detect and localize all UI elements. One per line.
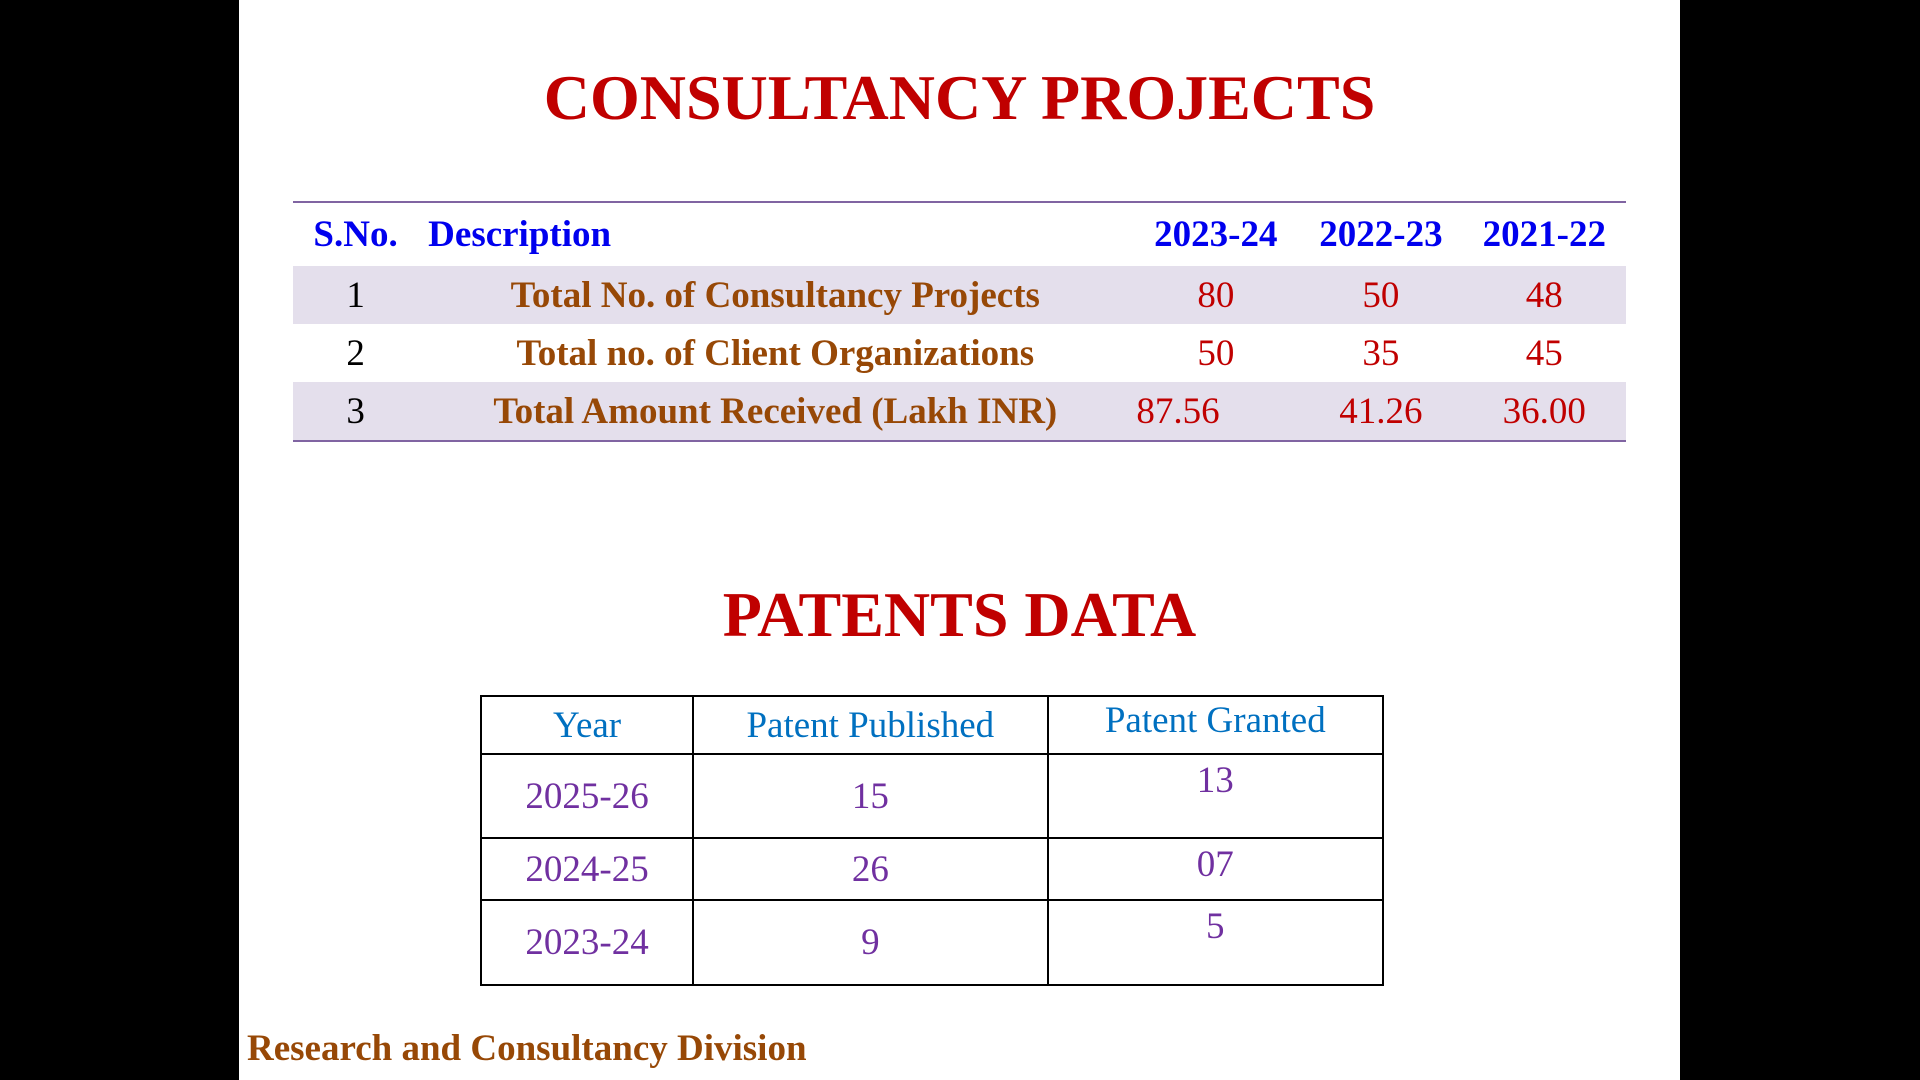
consultancy-header-row: S.No. Description 2023-24 2022-23 2021-2…	[293, 202, 1626, 266]
row-year: 2024-25	[479, 837, 695, 901]
row-published: 9	[692, 899, 1049, 986]
row-value-2021-22: 48	[1462, 266, 1626, 324]
row-description: Total No. of Consultancy Projects	[418, 266, 1133, 324]
row-published: 15	[692, 753, 1049, 839]
patents-title: PATENTS DATA	[722, 579, 1197, 650]
row-value-2023-24: 50	[1197, 332, 1235, 374]
row-published: 26	[692, 837, 1049, 901]
header-sno: S.No.	[313, 214, 398, 255]
row-sno: 1	[293, 266, 419, 324]
header-description: Description	[428, 214, 612, 255]
header-2023-24: 2023-24	[1154, 214, 1278, 255]
header-2022-23: 2022-23	[1319, 214, 1443, 255]
row-sno: 3	[293, 382, 419, 441]
header-year: Year	[479, 695, 695, 755]
patents-header-row: Year Patent Published Patent Granted	[479, 695, 1385, 755]
header-patent-published: Patent Published	[692, 695, 1049, 755]
row-value-2023-24: 80	[1132, 266, 1300, 324]
slide: CONSULTANCY PROJECTS S.No. Description 2…	[239, 0, 1680, 1080]
table-row: 2023-24 9 5	[479, 899, 1385, 986]
row-value-2022-23: 35	[1362, 332, 1400, 374]
row-value-2021-22: 36.00	[1462, 382, 1626, 441]
row-value-2021-22: 45	[1525, 332, 1563, 374]
table-row: 2025-26 15 13	[479, 753, 1385, 839]
table-row: 2 Total no. of Client Organizations 50 3…	[293, 324, 1626, 382]
row-value-2022-23: 41.26	[1299, 382, 1463, 441]
table-row: 1 Total No. of Consultancy Projects 80 5…	[293, 266, 1626, 324]
row-value-2022-23: 50	[1299, 266, 1463, 324]
footer-division: Research and Consultancy Division	[247, 1028, 807, 1069]
row-granted: 13	[1046, 753, 1385, 839]
row-granted: 5	[1046, 899, 1385, 986]
header-patent-granted: Patent Granted	[1046, 695, 1385, 755]
row-year: 2025-26	[479, 753, 695, 839]
row-description: Total Amount Received (Lakh INR)	[418, 382, 1133, 441]
row-granted: 07	[1046, 837, 1385, 901]
row-value-2023-24: 87.56	[1132, 382, 1300, 441]
header-2021-22: 2021-22	[1482, 214, 1606, 255]
table-row: 3 Total Amount Received (Lakh INR) 87.56…	[293, 382, 1626, 441]
row-year: 2023-24	[479, 899, 695, 986]
table-row: 2024-25 26 07	[479, 837, 1385, 901]
row-sno: 2	[346, 332, 365, 374]
row-description: Total no. of Client Organizations	[516, 332, 1035, 374]
patents-table: Year Patent Published Patent Granted 202…	[479, 695, 1385, 986]
consultancy-title: CONSULTANCY PROJECTS	[543, 62, 1376, 133]
consultancy-table: S.No. Description 2023-24 2022-23 2021-2…	[293, 201, 1626, 442]
